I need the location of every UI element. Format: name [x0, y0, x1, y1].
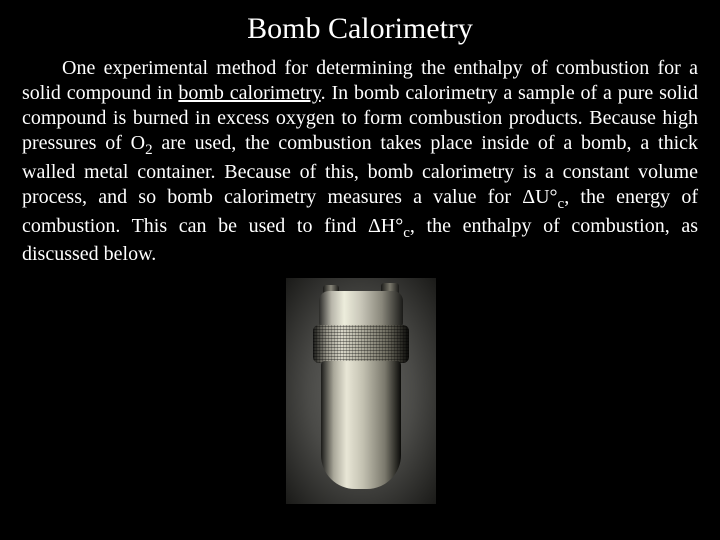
calorimeter-collar — [313, 325, 409, 363]
calorimeter-body — [321, 361, 401, 489]
slide-container: Bomb Calorimetry One experimental method… — [0, 0, 720, 540]
calorimeter-cap — [319, 291, 403, 327]
calorimeter-image — [286, 278, 436, 504]
slide-title: Bomb Calorimetry — [22, 12, 698, 46]
subscript-hc: c — [403, 225, 410, 241]
calorimeter-illustration — [311, 291, 411, 491]
body-paragraph: One experimental method for determining … — [22, 56, 698, 267]
underlined-term: bomb calorimetry — [178, 82, 320, 104]
subscript-o2: 2 — [145, 142, 153, 158]
